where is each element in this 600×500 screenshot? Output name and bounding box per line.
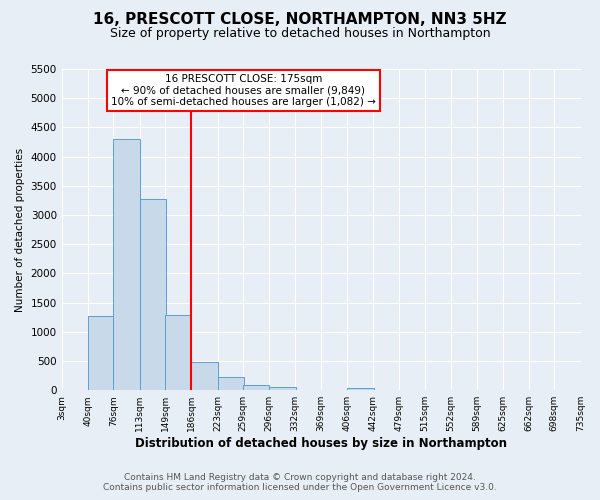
Bar	[113, 139, 140, 390]
Bar	[191, 362, 218, 390]
Bar	[88, 316, 114, 390]
Text: 16, PRESCOTT CLOSE, NORTHAMPTON, NN3 5HZ: 16, PRESCOTT CLOSE, NORTHAMPTON, NN3 5HZ	[93, 12, 507, 28]
X-axis label: Distribution of detached houses by size in Northampton: Distribution of detached houses by size …	[135, 437, 507, 450]
Bar	[269, 387, 296, 390]
Y-axis label: Number of detached properties: Number of detached properties	[15, 148, 25, 312]
Text: Contains public sector information licensed under the Open Government Licence v3: Contains public sector information licen…	[103, 484, 497, 492]
Bar	[165, 315, 191, 390]
Bar	[140, 198, 166, 390]
Bar	[243, 384, 269, 390]
Text: Size of property relative to detached houses in Northampton: Size of property relative to detached ho…	[110, 28, 490, 40]
Text: Contains HM Land Registry data © Crown copyright and database right 2024.: Contains HM Land Registry data © Crown c…	[124, 474, 476, 482]
Text: 16 PRESCOTT CLOSE: 175sqm
← 90% of detached houses are smaller (9,849)
10% of se: 16 PRESCOTT CLOSE: 175sqm ← 90% of detac…	[111, 74, 376, 107]
Bar	[347, 388, 374, 390]
Bar	[218, 377, 244, 390]
